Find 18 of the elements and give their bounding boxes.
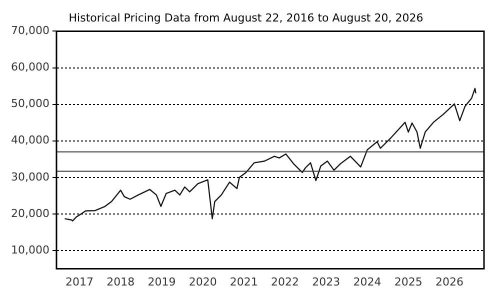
y-tick-label: 70,000	[10, 24, 50, 38]
x-tick-label: 2019	[148, 275, 176, 288]
x-tick-label: 2024	[353, 275, 382, 288]
x-tick-label: 2026	[435, 275, 464, 288]
x-tick-label: 2025	[394, 275, 422, 288]
y-tick-label: 40,000	[10, 134, 50, 147]
x-tick-label: 2023	[312, 275, 340, 288]
y-tick-label: 50,000	[10, 97, 50, 110]
x-tick-label: 2017	[66, 275, 94, 288]
y-tick-label: 20,000	[10, 206, 50, 220]
y-tick-label: 30,000	[10, 170, 50, 184]
x-tick-label: 2020	[188, 275, 217, 288]
x-tick-label: 2018	[106, 275, 135, 288]
x-tick-label: 2022	[271, 275, 300, 288]
x-tick-label: 2021	[230, 275, 258, 288]
y-tick-label: 60,000	[10, 60, 50, 74]
chart-title: Historical Pricing Data from August 22, 2016 to August 20, 2026	[68, 11, 424, 24]
y-tick-label: 10,000	[10, 243, 50, 256]
